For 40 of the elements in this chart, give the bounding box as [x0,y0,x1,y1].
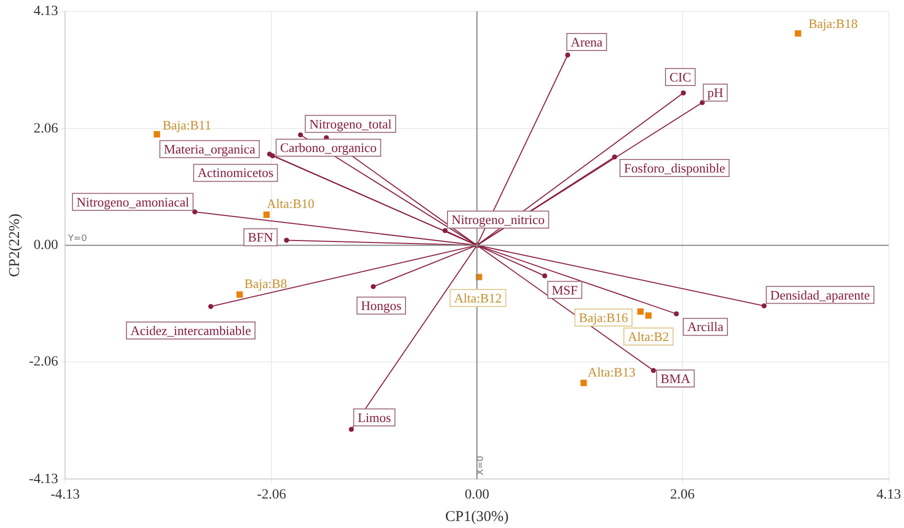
series-label: Fosforo_disponible [624,160,726,176]
series-label: Nitrogeno_nitrico [451,212,545,227]
data-label: Baja:B18 [808,16,858,31]
data-label: Alta:B12 [454,290,502,306]
y-tick-label: 2.06 [34,121,58,136]
data-label: Baja:B11 [162,118,212,133]
series-label: Acidez_intercambiable [130,322,252,338]
x-tick-label: 0.00 [464,487,490,502]
data-label: Alta:B10 [266,196,314,212]
x-axis-title: CP1(30%) [445,508,509,525]
x-tick-label: 4.13 [876,487,901,502]
data-label: Baja:B8 [244,276,287,291]
series-label: MSF [552,282,578,298]
series-label: Materia_organica [164,142,256,157]
series-label: pH [707,85,724,100]
y-tick-label: -2.06 [28,354,58,370]
series-label: Nitrogeno_amoniacal [76,194,190,210]
ref-line-label: X=0 [476,455,486,476]
data-label: Alta:B13 [588,364,636,380]
x-tick-label: 2.06 [670,487,695,502]
y-axis-title: CP2(22%) [6,214,23,277]
data-label: Baja:B16 [578,310,629,325]
ref-line-label: Y=0 [67,234,88,244]
y-tick-label: 0.00 [34,238,58,253]
y-tick-label: 4.13 [34,4,58,20]
x-tick-label: -4.13 [50,487,80,502]
series-label: CIC [670,69,692,84]
x-tick-label: -2.06 [256,487,286,502]
y-tick-label: -4.13 [28,472,58,487]
series-label: Densidad_aparente [770,287,870,302]
series-label: Actinomicetos [198,165,274,180]
series-label: Hongos [361,298,402,314]
series-label: Arcilla [687,319,724,334]
series-label: Limos [358,410,391,425]
data-label: Alta:B2 [628,328,670,344]
series-label: Carbono_organico [280,140,377,156]
series-label: BMA [660,370,691,386]
series-label: BFN [248,230,274,245]
series-label: Arena [570,34,603,50]
series-label: Nitrogeno_total [309,116,392,132]
